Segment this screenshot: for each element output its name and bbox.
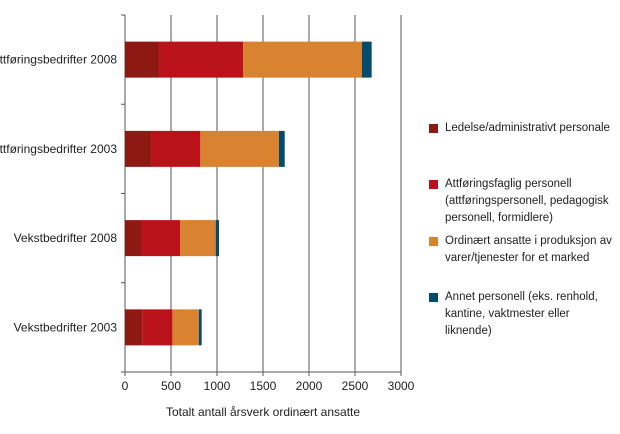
x-tick-label: 2000 [296, 379, 323, 393]
category-label: Attføringsbedrifter 2008 [0, 53, 117, 67]
bar-segment [151, 130, 201, 167]
legend-item-ordinaert: Ordinært ansatte i produksjon av varer/t… [429, 233, 617, 267]
bar-segment [125, 220, 142, 257]
legend-item-attforingsfaglig: Attføringsfaglig personell (attføringspe… [429, 176, 617, 227]
bar-segment [215, 220, 220, 257]
bar-segment [125, 130, 152, 167]
bar-segment [159, 41, 244, 78]
legend-swatch [429, 180, 438, 189]
x-tick-label: 1000 [204, 379, 231, 393]
legend-label: Ordinært ansatte i produksjon av varer/t… [445, 235, 612, 264]
legend-label: Annet personell (eks. renhold, kantine, … [445, 291, 598, 337]
bar-segment [180, 220, 216, 257]
bar-segment [200, 130, 280, 167]
category-label: Vekstbedrifter 2008 [14, 231, 118, 245]
legend-item-annet: Annet personell (eks. renhold, kantine, … [429, 289, 617, 340]
bar-segment [279, 130, 285, 167]
bar-segment [125, 41, 160, 78]
legend-item-ledelse: Ledelse/administrativt personale [429, 120, 617, 137]
bar-segment [141, 220, 181, 257]
bar-segment [243, 41, 362, 78]
legend-swatch [429, 293, 438, 302]
x-tick-label: 0 [122, 379, 129, 393]
bar-segment [172, 309, 199, 346]
x-tick-label: 3000 [388, 379, 415, 393]
x-axis-title: Totalt antall årsverk ordinært ansatte [166, 405, 360, 419]
category-label: Attføringsbedrifter 2003 [0, 142, 117, 156]
bar-segment [125, 309, 143, 346]
category-label: Vekstbedrifter 2003 [14, 320, 118, 334]
bar-segment [198, 309, 202, 346]
bar-segment [142, 309, 173, 346]
bar-segment [361, 41, 372, 78]
x-tick-label: 2500 [342, 379, 369, 393]
x-tick-label: 1500 [250, 379, 277, 393]
x-tick-label: 500 [161, 379, 181, 393]
legend-label: Attføringsfaglig personell (attføringspe… [445, 178, 609, 224]
legend-swatch [429, 237, 438, 246]
legend-label: Ledelse/administrativt personale [445, 122, 610, 134]
legend-swatch [429, 124, 438, 133]
